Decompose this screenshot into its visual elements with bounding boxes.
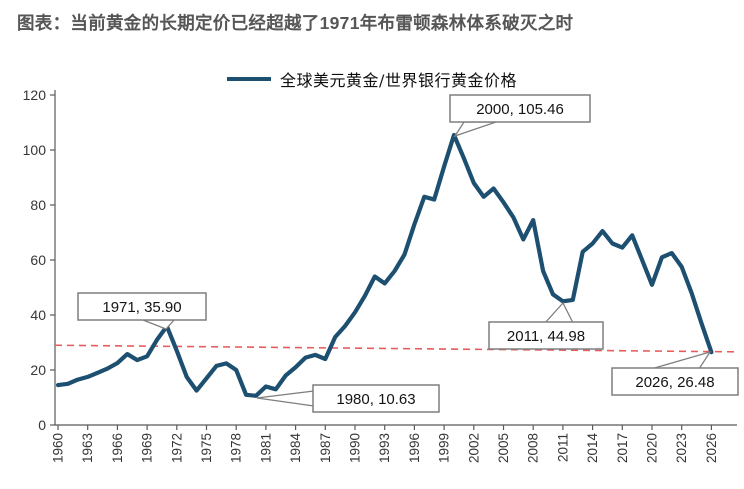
annotation-label: 1980, 10.63	[336, 391, 415, 408]
annotation-leader	[453, 121, 497, 138]
x-tick-label: 1966	[110, 433, 125, 463]
x-tick-label: 1987	[318, 433, 333, 463]
x-tick-label: 2011	[555, 433, 570, 462]
x-tick-label: 2008	[526, 433, 541, 463]
x-tick-label: 2026	[704, 433, 719, 463]
annotation-leader	[256, 390, 315, 407]
annotation-leader	[650, 350, 712, 370]
x-tick-label: 1978	[229, 433, 244, 463]
y-tick-label: 60	[30, 252, 46, 268]
annotation-label: 2000, 105.46	[476, 101, 564, 118]
annotation-label: 2011, 44.98	[507, 328, 585, 345]
annotation-label: 2026, 26.48	[635, 374, 714, 391]
x-tick-label: 1993	[377, 433, 392, 463]
y-tick-label: 0	[38, 417, 46, 433]
x-tick-label: 2005	[496, 433, 511, 463]
annotation-box	[611, 367, 739, 396]
x-tick-label: 1981	[258, 433, 273, 463]
annotation-box	[77, 292, 207, 321]
x-tick-label: 1984	[288, 433, 303, 464]
price-line	[55, 132, 714, 398]
legend-line-swatch	[227, 77, 272, 81]
y-tick-label: 40	[30, 307, 46, 323]
y-tick-label: 20	[30, 362, 46, 378]
x-tick-label: 1969	[140, 433, 155, 463]
x-tick-label: 1963	[80, 433, 95, 463]
y-tick-label: 100	[23, 142, 47, 158]
x-tick-label: 1972	[169, 433, 184, 463]
annotation-leader	[543, 301, 575, 324]
legend: 全球美元黄金/世界银行黄金价格	[0, 67, 744, 91]
trend-line	[54, 344, 738, 353]
annotation-box	[488, 321, 604, 350]
x-tick-label: 1960	[51, 433, 66, 463]
y-tick-label: 120	[23, 87, 47, 103]
y-tick-label: 80	[30, 197, 46, 213]
x-tick-label: 1999	[437, 433, 452, 463]
x-tick-label: 1990	[348, 433, 363, 463]
annotation-label: 1971, 35.90	[102, 299, 181, 316]
x-tick-label: 2002	[466, 433, 481, 463]
x-tick-label: 2020	[645, 433, 660, 463]
x-tick-label: 2023	[674, 433, 689, 463]
annotation-box	[449, 94, 591, 123]
chart-title: 图表：当前黄金的长期定价已经超越了1971年布雷顿森林体系破灭之时	[17, 13, 574, 33]
x-tick-label: 1975	[199, 433, 214, 463]
annotation-box	[312, 384, 440, 413]
x-tick-label: 2017	[615, 433, 630, 463]
legend-label: 全球美元黄金/世界银行黄金价格	[280, 71, 517, 90]
x-tick-label: 2014	[585, 433, 600, 464]
x-tick-label: 1996	[407, 433, 422, 463]
